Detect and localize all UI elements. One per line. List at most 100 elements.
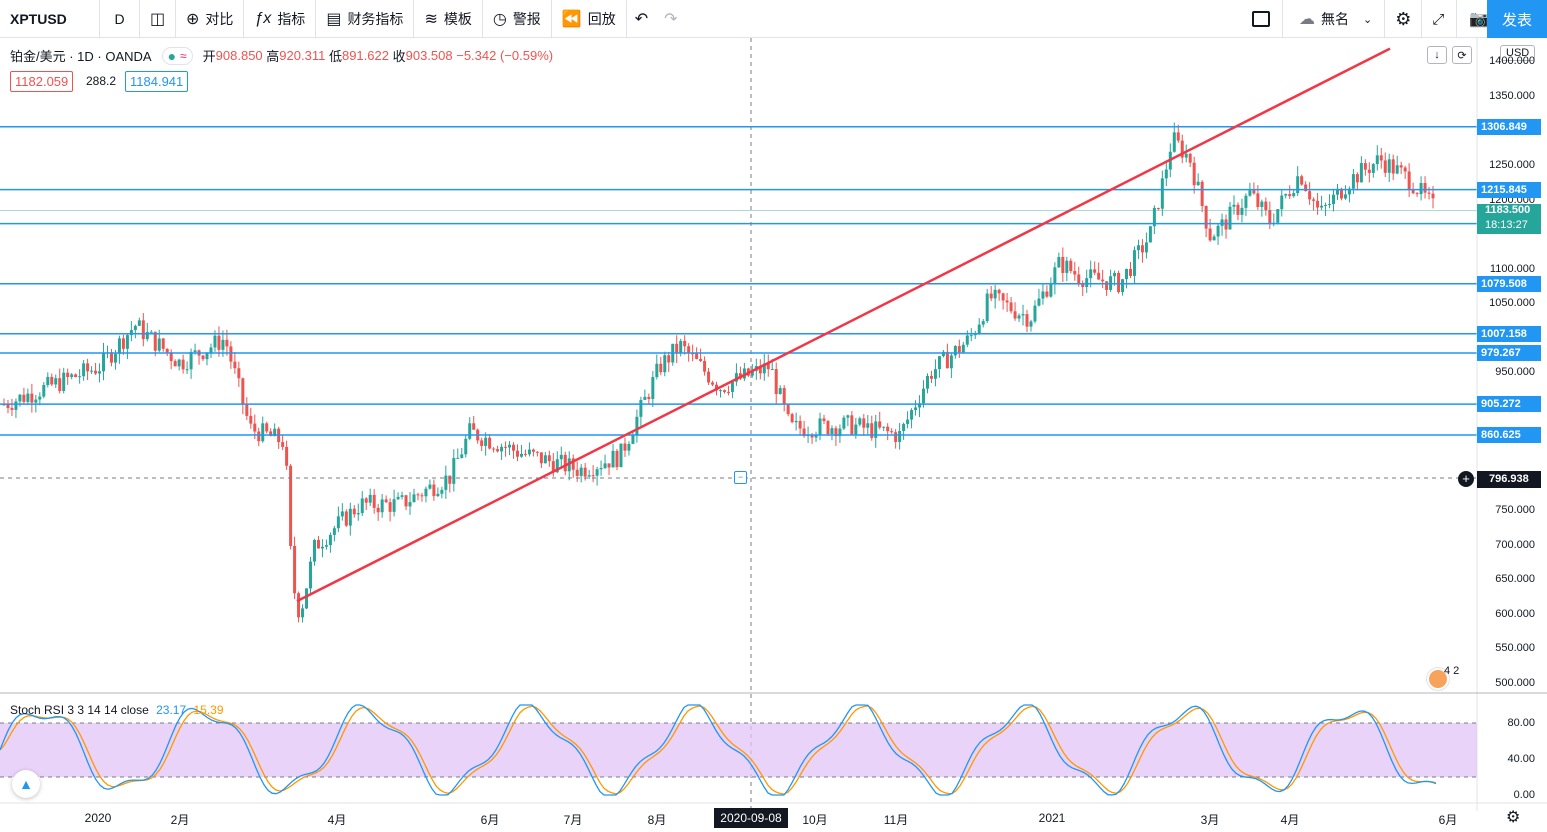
candle-body (830, 428, 834, 435)
symbol-search[interactable]: XPTUSD (0, 0, 100, 38)
financials-button[interactable]: ▤ 财务指标 (316, 0, 415, 38)
candle-body (328, 534, 332, 546)
candle-body (432, 484, 436, 497)
candle-body (1363, 163, 1367, 170)
sell-button[interactable]: 1182.059 (10, 71, 74, 92)
candle-body (1240, 207, 1244, 215)
close-value: 903.508 (405, 48, 453, 63)
candle-body (157, 338, 161, 351)
candle-body (766, 363, 770, 370)
candle-body (1184, 153, 1188, 158)
fullscreen-icon[interactable]: ⤢ (1432, 10, 1445, 28)
tradingview-logo-icon[interactable]: ▲ (12, 770, 40, 798)
crosshair-handle-icon[interactable]: − (734, 471, 747, 484)
layout-select-icon[interactable] (1252, 11, 1270, 27)
candle-body (364, 498, 368, 503)
candle-body (70, 374, 74, 377)
horizontal-levels[interactable] (0, 126, 1477, 436)
candle-body (643, 396, 647, 400)
candle-body (253, 423, 257, 432)
candle-body (141, 320, 145, 340)
scroll-down-button[interactable]: ↓ (1427, 46, 1447, 64)
trend-line[interactable] (296, 47, 1391, 603)
market-status-badge[interactable]: ● ≈ (161, 46, 193, 65)
candle-body (217, 335, 221, 350)
candle-body (726, 391, 730, 393)
candle-body (651, 377, 655, 400)
chart-type-button[interactable]: ◫ (140, 0, 176, 38)
level-price-tag: 1007.158 (1477, 325, 1541, 342)
candle-body (1077, 274, 1081, 284)
auto-scale-button[interactable]: ⟳ (1452, 46, 1472, 64)
candle-body (42, 385, 46, 397)
candle-body (1069, 260, 1073, 272)
candle-body (639, 399, 643, 417)
candle-body (715, 384, 719, 391)
stoch-legend[interactable]: Stoch RSI 3 3 14 14 close 23.17 15.39 (10, 703, 224, 717)
candle-body (603, 463, 607, 469)
candle-body (420, 495, 424, 497)
publish-button[interactable]: 发表 (1487, 0, 1547, 38)
candle-body (460, 454, 464, 458)
buy-button[interactable]: 1184.941 (125, 71, 189, 92)
indicators-button[interactable]: ƒx 指标 (244, 0, 317, 38)
candle-body (320, 546, 324, 549)
candle-body (778, 388, 782, 395)
us-flag-icon[interactable] (1427, 668, 1449, 690)
time-axis-label: 7月 (563, 813, 583, 827)
replay-button[interactable]: ⏪ 回放 (552, 0, 627, 38)
candle-body (587, 475, 591, 477)
candle-body (1252, 190, 1256, 194)
price-axis-label: 1050.000 (1489, 297, 1535, 310)
candle-body (38, 396, 42, 400)
candle-body (683, 340, 687, 347)
candle-body (1415, 193, 1419, 195)
candle-body (854, 424, 858, 435)
candle-body (185, 369, 189, 371)
low-value: 891.622 (341, 48, 389, 63)
currency-badge[interactable]: USD (1500, 45, 1536, 61)
chevron-down-icon[interactable]: ⌄ (1363, 13, 1373, 26)
alert-button[interactable]: ◷ 警报 (483, 0, 552, 38)
candle-body (1335, 188, 1339, 195)
camera-icon[interactable]: 📷 (1469, 11, 1490, 28)
candle-body (261, 423, 265, 442)
events-count: 4 2 (1444, 665, 1460, 677)
candle-body (802, 428, 806, 437)
templates-button[interactable]: ≋ 模板 (414, 0, 483, 38)
alarm-clock-icon: ◷ (492, 10, 507, 28)
time-axis-label: 2020 (84, 811, 112, 825)
financials-label: 财务指标 (347, 10, 404, 27)
candle-body (392, 499, 396, 512)
candle-body (113, 353, 117, 363)
candle-body (102, 352, 106, 372)
candle-body (635, 416, 639, 436)
legend-title[interactable]: 铂金/美元 · 1D · OANDA (10, 49, 152, 64)
candle-body (165, 348, 169, 353)
gear-icon[interactable]: ⚙ (1506, 809, 1521, 826)
candle-body (1316, 200, 1320, 208)
candle-body (1284, 194, 1288, 196)
rewind-icon: ⏪ (561, 10, 582, 28)
wave-icon: ≈ (180, 48, 187, 63)
level-price-tag: 860.625 (1477, 426, 1541, 443)
candle-body (448, 475, 452, 484)
undo-icon: ↶ (634, 10, 649, 28)
candle-body (193, 350, 197, 352)
candle-body (1121, 279, 1125, 293)
compare-button[interactable]: ⊕ 对比 (176, 0, 245, 38)
undo-button[interactable]: ↶ (627, 0, 656, 38)
candle-body (750, 370, 754, 376)
layout-name[interactable]: 無名 (1321, 11, 1349, 27)
gear-icon[interactable]: ⚙ (1395, 8, 1412, 29)
interval-button[interactable]: D (100, 0, 140, 38)
candle-body (173, 361, 177, 367)
candle-body (496, 449, 500, 452)
candle-body (790, 414, 794, 423)
candle-body (512, 444, 516, 451)
candle-body (229, 346, 233, 362)
main-chart[interactable] (0, 38, 1547, 832)
redo-button[interactable]: ↷ (656, 0, 685, 38)
candle-body (623, 443, 627, 451)
crosshair-plus-icon[interactable]: + (1458, 471, 1474, 487)
